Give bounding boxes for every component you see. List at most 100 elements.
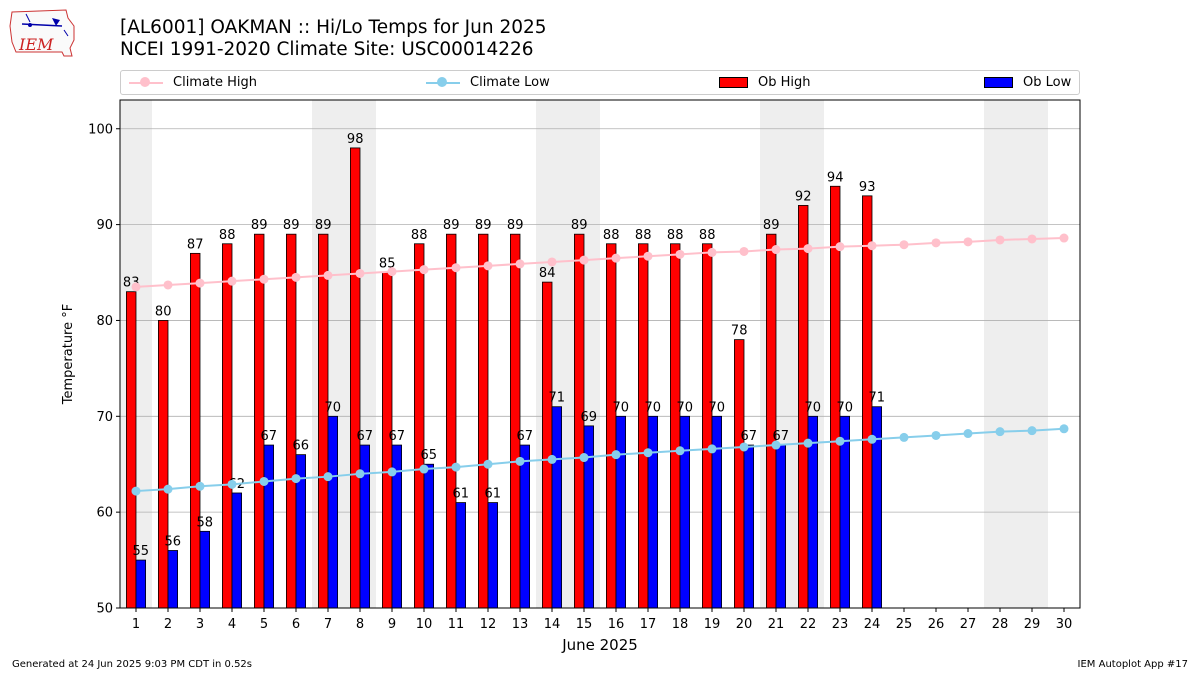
climate-high-point <box>995 235 1005 245</box>
ob-high-bar <box>477 233 489 609</box>
ob-low-bar <box>487 502 499 609</box>
ob-low-bar <box>199 530 211 609</box>
climate-low-point <box>131 486 141 496</box>
x-tick-label: 26 <box>928 617 945 632</box>
y-tick-label: 50 <box>96 602 113 617</box>
x-tick-label: 12 <box>480 617 497 632</box>
ob-low-bar <box>231 492 243 609</box>
ob-high-bar <box>638 243 649 609</box>
climate-high-point <box>963 237 973 247</box>
climate-high-point <box>579 255 589 265</box>
generated-footer: Generated at 24 Jun 2025 9:03 PM CDT in … <box>12 659 253 670</box>
climate-high-point <box>1059 233 1069 243</box>
climate-low-point <box>1059 424 1069 434</box>
climate-low-point <box>355 469 365 479</box>
x-tick-label: 11 <box>448 617 465 632</box>
ob-high-label: 84 <box>539 266 556 281</box>
x-tick-label: 3 <box>196 617 204 632</box>
ob-high-label: 98 <box>347 132 364 147</box>
chart-title: [AL6001] OAKMAN :: Hi/Lo Temps for Jun 2… <box>120 17 547 38</box>
climate-high-point <box>867 241 877 251</box>
chart-subtitle: NCEI 1991-2020 Climate Site: USC00014226 <box>120 39 534 60</box>
ob-high-label: 94 <box>827 170 844 185</box>
x-tick-label: 1 <box>132 617 140 632</box>
climate-high-point <box>259 274 269 284</box>
climate-low-point <box>227 479 237 489</box>
y-tick-label: 60 <box>96 506 113 521</box>
ob-low-label: 67 <box>773 429 790 444</box>
ob-low-label: 66 <box>293 439 310 454</box>
climate-high-point <box>387 267 397 277</box>
climate-low-point <box>803 438 813 448</box>
ob-high-label: 88 <box>667 228 684 243</box>
ob-low-bar <box>775 444 787 609</box>
climate-low-point <box>899 432 909 442</box>
ob-low-label: 70 <box>709 400 726 415</box>
ob-low-bar <box>615 415 627 609</box>
ob-low-bar <box>647 415 659 609</box>
ob-low-label: 58 <box>197 515 214 530</box>
ob-low-bar <box>519 444 531 609</box>
climate-low-point <box>387 467 397 477</box>
legend-label-ob-low: Ob Low <box>1023 75 1072 90</box>
climate-high-point <box>131 282 141 292</box>
climate-low-point <box>995 427 1005 437</box>
x-tick-label: 14 <box>544 617 561 632</box>
x-tick-label: 9 <box>388 617 396 632</box>
climate-high-point <box>931 238 941 248</box>
climate-low-point <box>195 481 205 491</box>
x-tick-label: 10 <box>416 617 433 632</box>
legend-label-climate-low: Climate Low <box>470 75 550 90</box>
climate-low-point <box>291 474 301 484</box>
ob-low-label: 56 <box>165 534 182 549</box>
ob-low-label: 67 <box>389 429 406 444</box>
ob-low-label: 69 <box>581 410 598 425</box>
y-tick-label: 90 <box>96 218 113 233</box>
legend-item-climate-low: Climate Low <box>426 71 550 94</box>
x-tick-label: 5 <box>260 617 268 632</box>
climate-high-point <box>899 240 909 250</box>
svg-text:IEM: IEM <box>18 35 54 54</box>
climate-high-point <box>483 261 493 271</box>
ob-high-bar <box>349 147 361 609</box>
climate-low-point <box>483 459 493 469</box>
x-tick-label: 27 <box>960 617 977 632</box>
ob-high-bar <box>126 291 137 609</box>
ob-high-bar <box>445 233 457 609</box>
ob-low-label: 61 <box>485 487 502 502</box>
ob-low-label: 70 <box>325 400 342 415</box>
y-tick-label: 80 <box>96 314 113 329</box>
legend-item-climate-high: Climate High <box>129 71 257 94</box>
climate-high-point <box>803 244 813 254</box>
climate-low-point <box>163 484 173 494</box>
weekend-band <box>984 100 1016 608</box>
x-tick-label: 17 <box>640 617 657 632</box>
legend-item-ob-low: Ob Low <box>984 71 1071 94</box>
climate-low-point <box>547 454 557 464</box>
y-tick-label: 70 <box>96 410 113 425</box>
climate-low-point <box>771 440 781 450</box>
ob-low-bar <box>359 444 371 609</box>
x-tick-label: 8 <box>356 617 364 632</box>
climate-low-point <box>451 462 461 472</box>
ob-low-label: 70 <box>613 400 630 415</box>
x-tick-label: 22 <box>800 617 817 632</box>
climate-low-point <box>419 464 429 474</box>
climate-low-point <box>675 446 685 456</box>
ob-low-label: 71 <box>549 391 566 406</box>
climate-low-point <box>707 444 717 454</box>
ob-high-bar <box>702 243 713 609</box>
climate-low-point <box>1027 426 1037 436</box>
x-tick-label: 29 <box>1024 617 1041 632</box>
ob-high-bar <box>285 233 297 609</box>
x-tick-label: 24 <box>864 617 881 632</box>
ob-low-bar <box>263 444 275 609</box>
climate-low-point <box>323 472 333 482</box>
x-tick-label: 18 <box>672 617 689 632</box>
ob-high-label: 89 <box>763 218 780 233</box>
x-tick-label: 23 <box>832 617 849 632</box>
ob-high-label: 88 <box>411 228 428 243</box>
x-tick-label: 19 <box>704 617 721 632</box>
ob-high-label: 88 <box>603 228 620 243</box>
climate-low-point <box>867 434 877 444</box>
